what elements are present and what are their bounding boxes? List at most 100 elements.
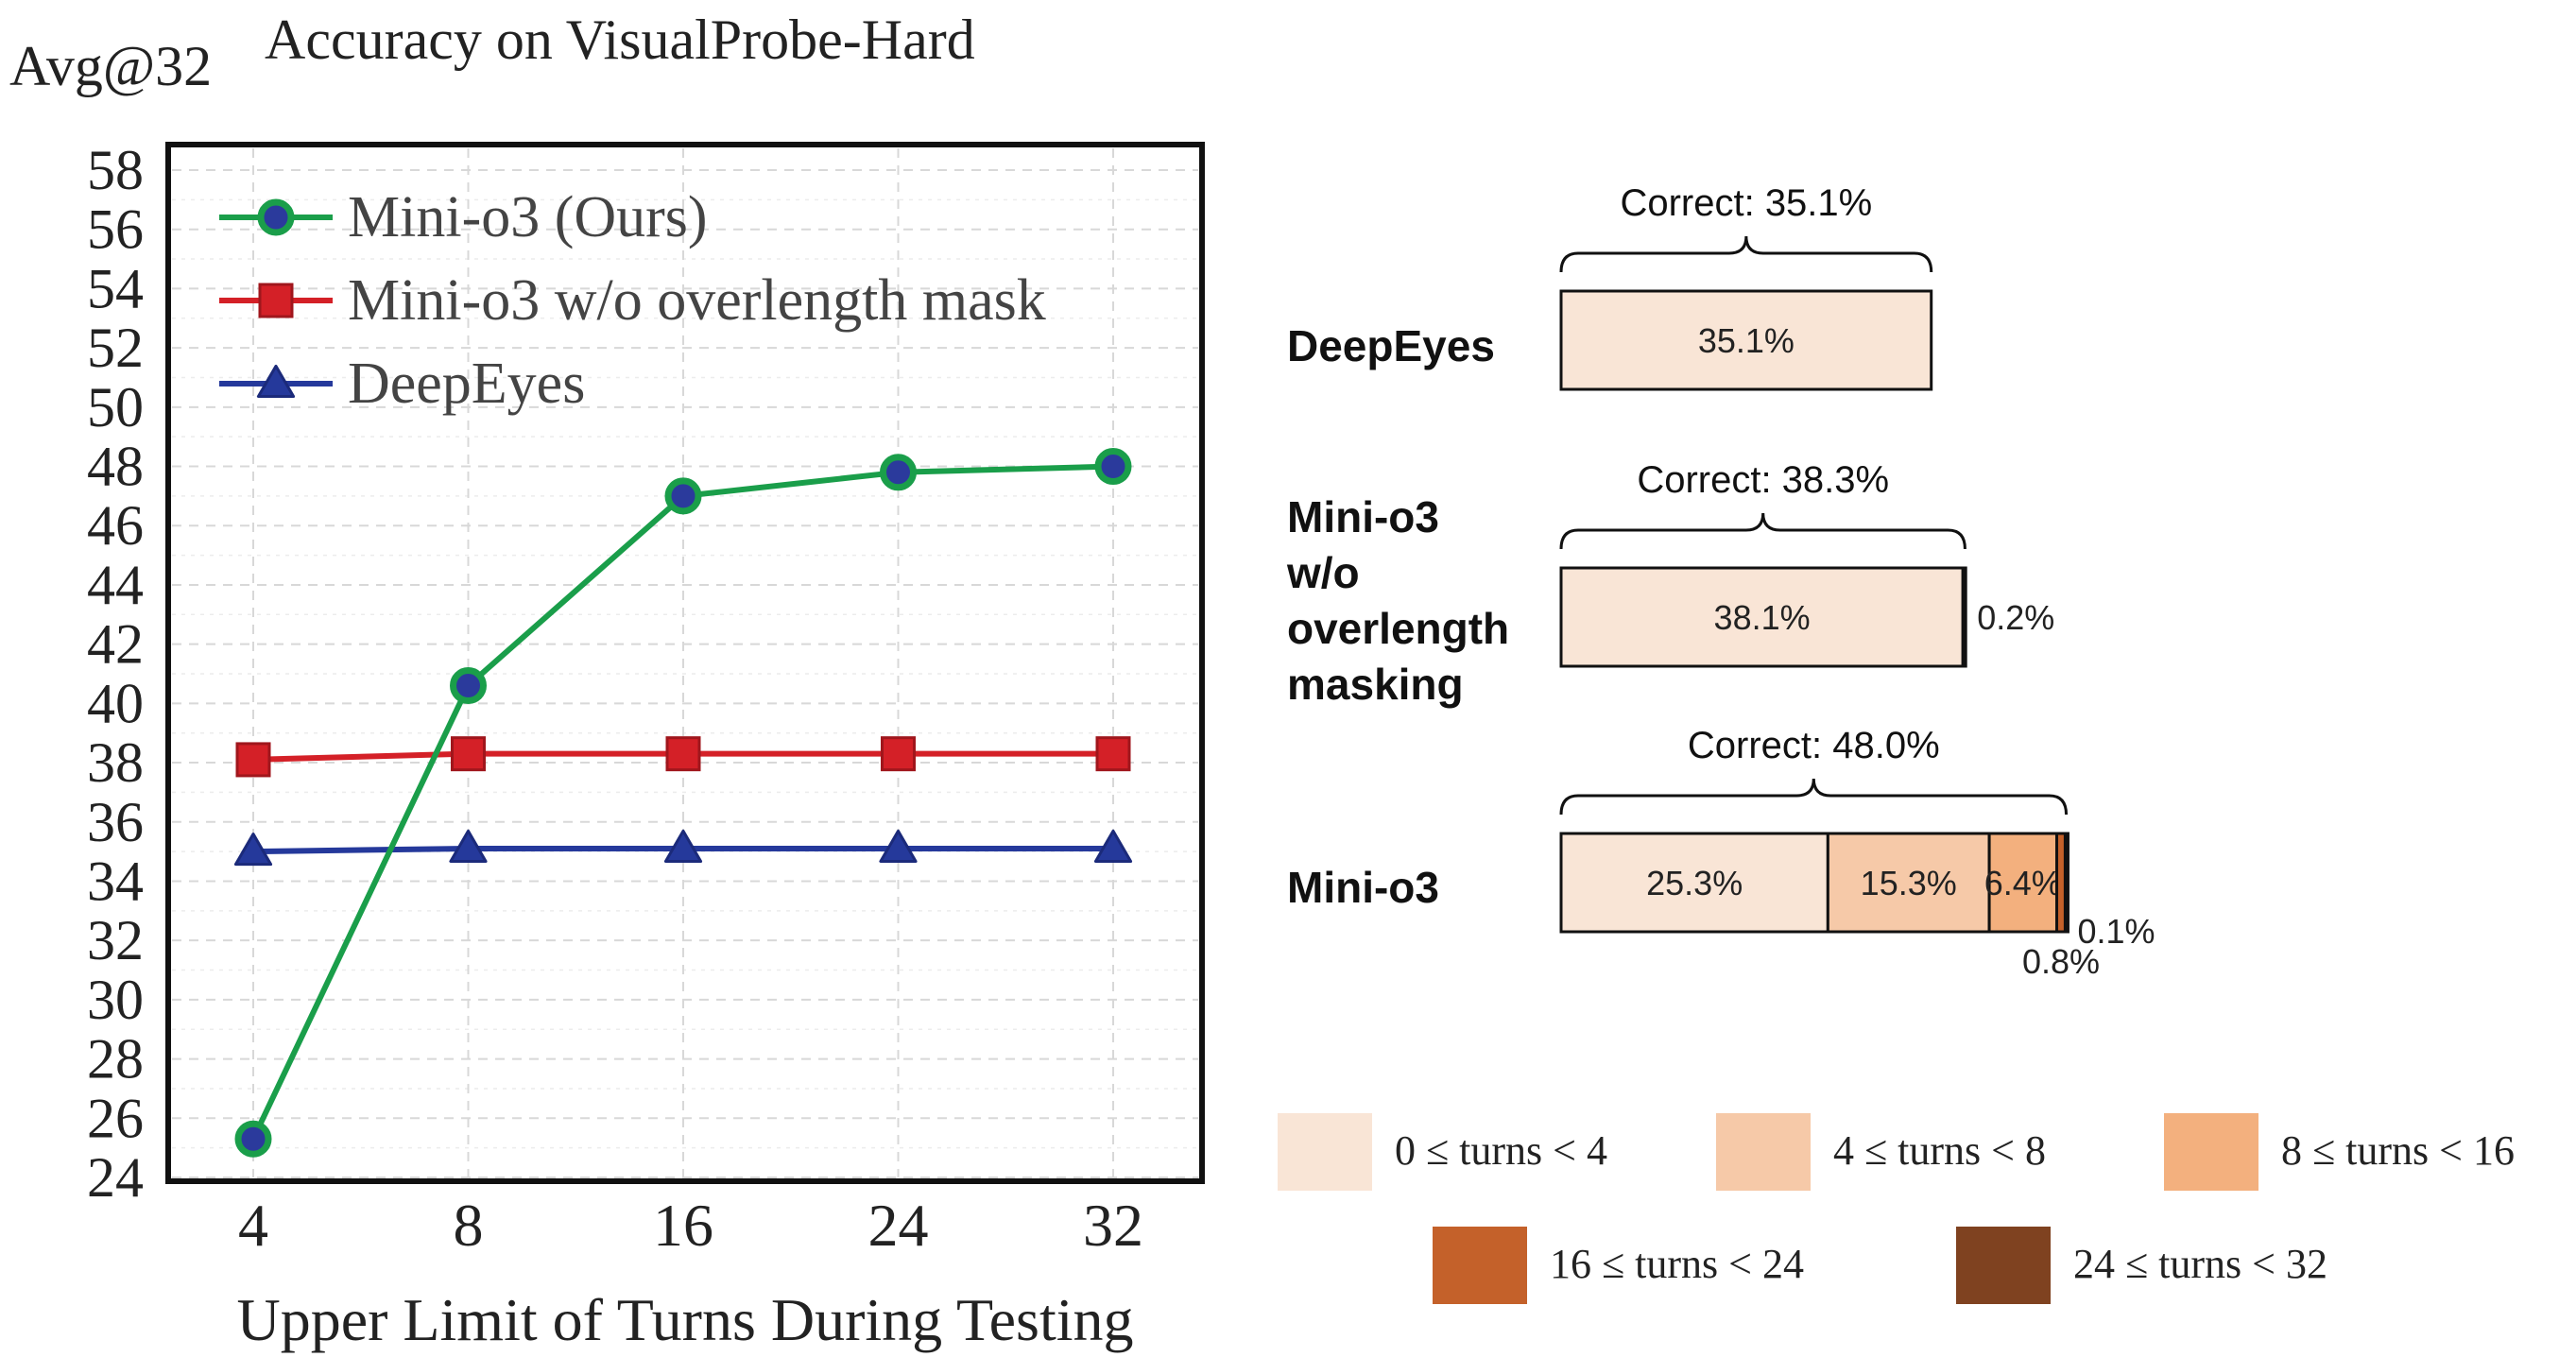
line-chart: Avg@32 Accuracy on VisualProbe-Hard 2426… (9, 9, 1205, 1353)
x-tick-label: 8 (454, 1192, 484, 1259)
data-point-circle (880, 454, 917, 491)
y-tick-label: 32 (87, 909, 144, 971)
data-point-triangle (1093, 829, 1133, 863)
data-point-circle (257, 198, 295, 236)
bar-group: Mini-o3 w/o overlength masking 38.1% 0.2% Corr… (1286, 459, 2054, 709)
segment-label: 15.3% (1861, 864, 1957, 902)
segment-label: 25.3% (1646, 864, 1743, 902)
legend-label: DeepEyes (348, 352, 585, 416)
data-point-square (665, 736, 701, 772)
y-tick-label: 50 (87, 376, 144, 438)
legend-swatch (2164, 1113, 2258, 1191)
bar-segment (1961, 566, 1967, 668)
x-tick-labels: 4 8 16 24 32 (238, 1192, 1143, 1259)
legend-swatch (1716, 1113, 1811, 1191)
data-point-triangle (449, 829, 488, 863)
y-tick-label: 30 (87, 969, 144, 1031)
segment-label: 6.4% (1984, 864, 2062, 902)
y-axis-label: Avg@32 (9, 35, 212, 97)
legend: Mini-o3 (Ours) Mini-o3 w/o overlength mas… (219, 185, 1046, 416)
y-tick-label: 42 (87, 613, 144, 676)
series-square (235, 736, 1131, 778)
bar-name-label: Mini-o3 (1287, 492, 1439, 541)
legend-label: 0 ≤ turns < 4 (1395, 1127, 1607, 1174)
series-triangle (233, 829, 1133, 867)
x-axis-label: Upper Limit of Turns During Testing (236, 1286, 1133, 1353)
data-point-square (1095, 736, 1131, 772)
y-tick-label: 46 (87, 494, 144, 557)
segment-label: 0.8% (2022, 942, 2100, 981)
bar-segment (1826, 832, 1991, 934)
legend-swatch (1433, 1227, 1527, 1304)
y-tick-label: 28 (87, 1028, 144, 1091)
data-point-square (235, 742, 271, 778)
bar-segment (1559, 289, 1933, 391)
correct-label: Correct: 38.3% (1637, 459, 1889, 501)
data-point-triangle (879, 829, 918, 863)
y-tick-label: 34 (87, 850, 144, 912)
data-point-triangle (256, 364, 296, 398)
data-point-square (258, 283, 294, 318)
y-tick-label: 56 (87, 198, 144, 261)
y-tick-label: 26 (87, 1087, 144, 1149)
bar-group: DeepEyes 35.1% Correct: 35.1% (1287, 182, 1933, 391)
data-point-circle (450, 667, 487, 705)
x-tick-label: 4 (238, 1192, 268, 1259)
segment-label: 38.1% (1714, 598, 1811, 637)
legend-swatch (1278, 1113, 1372, 1191)
x-tick-label: 32 (1083, 1192, 1143, 1259)
bar-name-label: Mini-o3 (1287, 863, 1439, 912)
bar-name-label: DeepEyes (1287, 321, 1495, 370)
correct-label: Correct: 48.0% (1688, 725, 1940, 766)
legend-label: 24 ≤ turns < 32 (2073, 1241, 2327, 1287)
data-point-triangle (233, 833, 273, 867)
y-tick-label: 54 (87, 257, 144, 319)
correct-bracket (1559, 235, 1933, 273)
legend-label: 16 ≤ turns < 24 (1550, 1241, 1804, 1287)
legend-label: Mini-o3 w/o overlength mask (348, 268, 1046, 333)
plot-frame (165, 142, 1205, 1184)
data-point-circle (664, 477, 702, 515)
segment-label: 0.2% (1977, 598, 2054, 637)
y-tick-label: 24 (87, 1146, 144, 1209)
data-point-triangle (663, 829, 703, 863)
bar-segment (2063, 832, 2069, 934)
y-tick-label: 52 (87, 317, 144, 379)
data-point-circle (1094, 448, 1132, 486)
y-tick-label: 36 (87, 791, 144, 853)
data-point-square (451, 736, 486, 772)
bar-name-label: overlength (1287, 604, 1509, 653)
y-tick-label: 48 (87, 436, 144, 498)
legend-label: 4 ≤ turns < 8 (1833, 1127, 2046, 1174)
legend-label: Mini-o3 (Ours) (348, 185, 708, 249)
bar-segment (1559, 832, 1829, 934)
segment-label: 35.1% (1698, 321, 1795, 360)
series-circle (234, 448, 1132, 1158)
bar-group: Mini-o3 25.3% 15.3% 6.4% 0.8%0.1% Correct: 48… (1287, 725, 2155, 981)
y-tick-label: 58 (87, 139, 144, 201)
stacked-bar-chart: DeepEyes 35.1% Correct: 35.1% Mini-o3 w/o ove… (1278, 182, 2515, 1304)
chart-title: Accuracy on VisualProbe-Hard (265, 9, 975, 71)
correct-bracket (1559, 512, 1966, 550)
turns-legend: 0 ≤ turns < 4 4 ≤ turns < 8 8 ≤ turns < 16… (1278, 1113, 2515, 1304)
data-point-square (881, 736, 916, 772)
y-tick-label: 38 (87, 731, 144, 794)
plot-background (172, 148, 1198, 1177)
correct-label: Correct: 35.1% (1620, 182, 1872, 224)
bar-name-label: w/o (1286, 548, 1360, 597)
segment-label: 0.1% (2077, 912, 2155, 951)
y-tick-label: 40 (87, 672, 144, 734)
y-tick-label: 44 (87, 554, 144, 616)
bar-segment (1987, 832, 2059, 934)
data-point-circle (234, 1120, 272, 1158)
bar-segment (1559, 566, 1965, 668)
correct-bracket (1559, 778, 2069, 816)
x-tick-label: 24 (868, 1192, 929, 1259)
legend-swatch (1956, 1227, 2051, 1304)
series-lines (233, 448, 1133, 1158)
x-tick-label: 16 (653, 1192, 713, 1259)
legend-label: 8 ≤ turns < 16 (2281, 1127, 2515, 1174)
bars: DeepEyes 35.1% Correct: 35.1% Mini-o3 w/o ove… (1286, 182, 2155, 981)
